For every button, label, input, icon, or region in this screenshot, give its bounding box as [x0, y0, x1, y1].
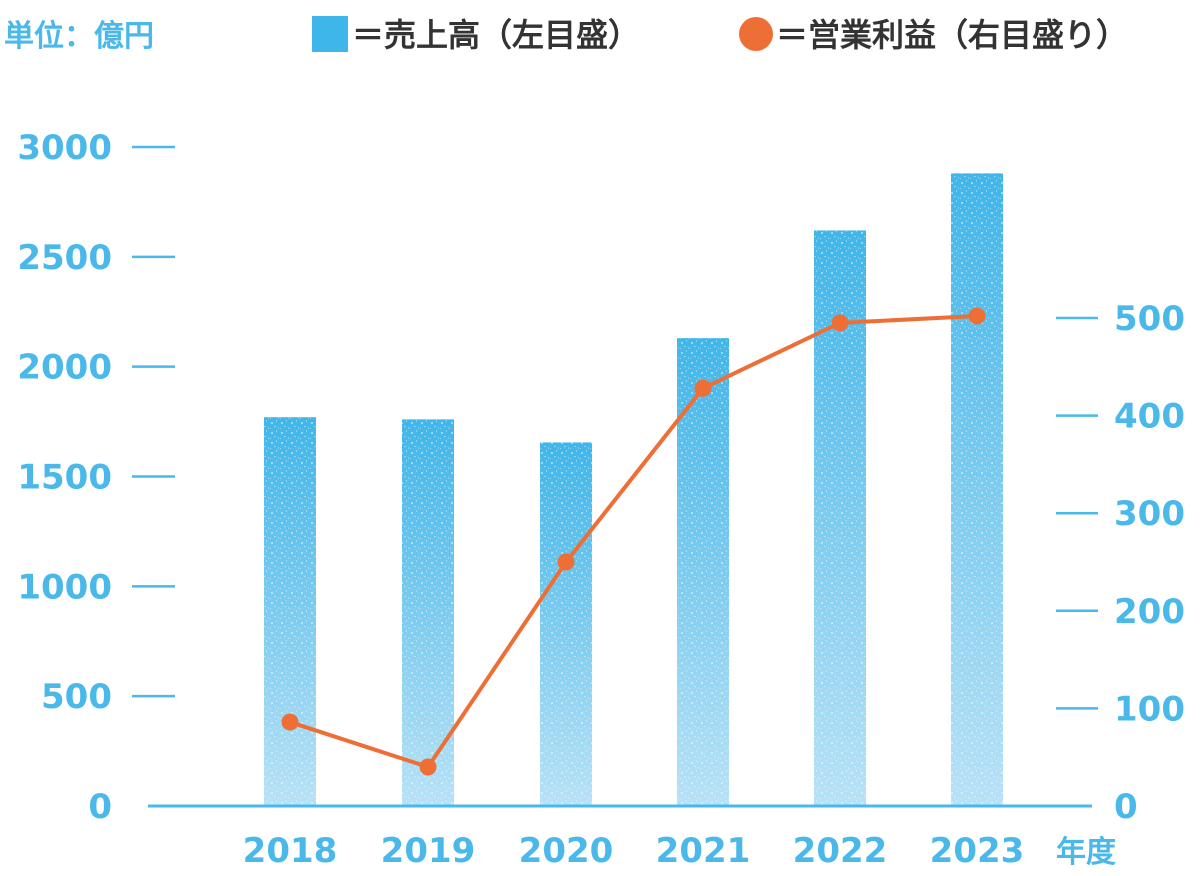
left-tick-label: 2000: [17, 348, 112, 388]
unit-label: 単位：億円: [4, 19, 154, 54]
x-tick-label: 2022: [793, 831, 888, 871]
profit-point-2019: [419, 758, 437, 776]
left-tick-label: 1000: [17, 567, 112, 607]
profit-point-2022: [831, 314, 849, 332]
right-tick-label: 200: [1114, 592, 1185, 632]
left-tick-label: 0: [88, 787, 112, 827]
legend-line-label: ＝営業利益（右目盛り）: [776, 16, 1128, 54]
legend-bar-swatch: [312, 16, 348, 52]
bar-texture: [264, 417, 316, 806]
profit-line: [289, 314, 978, 769]
x-tick-label: 2019: [381, 831, 476, 871]
x-tick-label: 2018: [243, 831, 338, 871]
left-tick-label: 1500: [17, 458, 112, 498]
right-tick-label: 300: [1114, 494, 1185, 534]
left-axis: 0 500 1000 1500 2000 2500 3000: [17, 128, 175, 827]
right-tick-label: 500: [1114, 299, 1185, 339]
profit-point-2020: [557, 553, 575, 571]
line-series: [281, 307, 986, 776]
x-unit-label: 年度: [1056, 835, 1116, 870]
x-tick-label: 2023: [930, 831, 1025, 871]
x-tick-label: 2020: [519, 831, 614, 871]
profit-point-2018: [281, 713, 299, 731]
right-axis: 0 100 200 300 400 500: [1056, 299, 1185, 827]
legend-bar-label: ＝売上高（左目盛）: [352, 16, 640, 54]
bar-texture: [540, 442, 592, 806]
legend-line-swatch: [739, 17, 773, 51]
x-axis-labels: 2018 2019 2020 2021 2022 2023: [243, 831, 1025, 871]
x-tick-label: 2021: [656, 831, 751, 871]
right-tick-label: 0: [1114, 787, 1138, 827]
left-tick-label: 2500: [17, 238, 112, 278]
bar-series: [264, 173, 1003, 807]
profit-point-2023: [968, 307, 986, 325]
bar-texture: [951, 173, 1003, 807]
right-tick-label: 100: [1114, 689, 1185, 729]
profit-point-2021: [694, 379, 712, 397]
right-tick-label: 400: [1114, 397, 1185, 437]
left-tick-label: 3000: [17, 128, 112, 168]
bar-texture: [677, 338, 729, 806]
bar-texture: [402, 419, 454, 806]
left-tick-label: 500: [41, 677, 112, 717]
